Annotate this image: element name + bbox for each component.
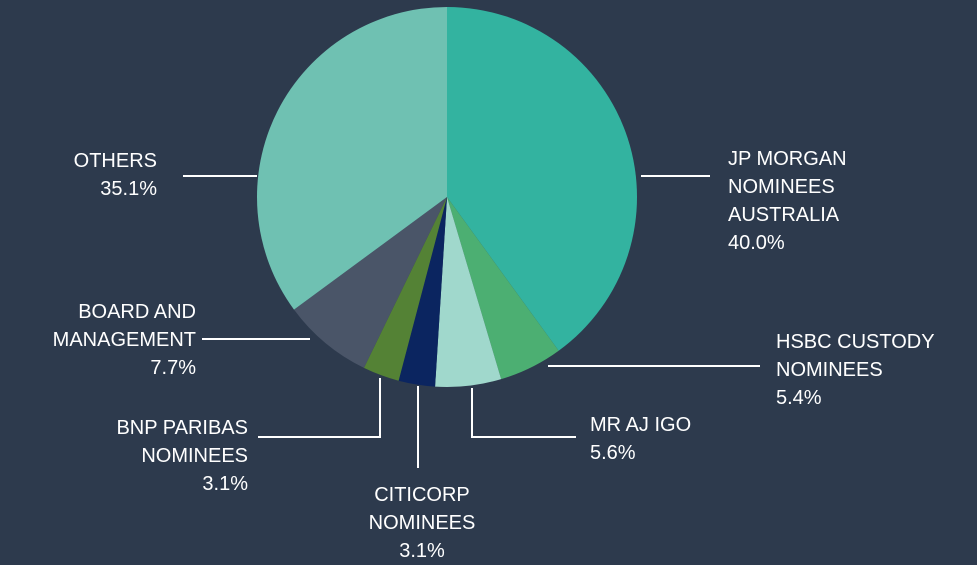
slice-label: BNP PARIBAS NOMINEES 3.1% bbox=[58, 414, 248, 498]
value-label: 35.1% bbox=[100, 178, 157, 200]
slice-label: MR AJ IGO 5.6% bbox=[590, 411, 750, 467]
slice bbox=[435, 197, 502, 387]
slice-label: JP MORGAN NOMINEES AUSTRALIA 40.0% bbox=[728, 145, 898, 257]
slice-label: CITICORP NOMINEES 3.1% bbox=[347, 481, 497, 565]
slice bbox=[398, 197, 447, 387]
slice-label: BOARD AND MANAGEMENT 7.7% bbox=[4, 298, 196, 382]
value-label: 5.4% bbox=[776, 387, 822, 409]
slice-label: HSBC CUSTODY NOMINEES 5.4% bbox=[776, 328, 976, 412]
category-name: BNP PARIBAS NOMINEES bbox=[116, 417, 248, 467]
leader-line bbox=[258, 378, 381, 438]
slice-label: OTHERS 35.1% bbox=[7, 147, 157, 203]
category-name: OTHERS bbox=[73, 150, 157, 172]
slice bbox=[447, 7, 638, 351]
value-label: 3.1% bbox=[399, 540, 445, 562]
value-label: 40.0% bbox=[728, 232, 785, 254]
category-name: JP MORGAN NOMINEES AUSTRALIA bbox=[728, 148, 847, 226]
category-name: HSBC CUSTODY NOMINEES bbox=[776, 331, 935, 381]
category-name: MR AJ IGO bbox=[590, 414, 692, 436]
slice bbox=[257, 7, 447, 310]
category-name: CITICORP NOMINEES bbox=[368, 484, 476, 534]
value-label: 7.7% bbox=[150, 357, 196, 379]
slice bbox=[363, 197, 447, 381]
value-label: 3.1% bbox=[202, 473, 248, 495]
category-name: BOARD AND MANAGEMENT bbox=[52, 301, 196, 351]
slices bbox=[257, 7, 638, 387]
slice bbox=[447, 197, 559, 380]
slice bbox=[293, 197, 447, 368]
leader-line bbox=[471, 388, 576, 438]
value-label: 5.6% bbox=[590, 442, 636, 464]
